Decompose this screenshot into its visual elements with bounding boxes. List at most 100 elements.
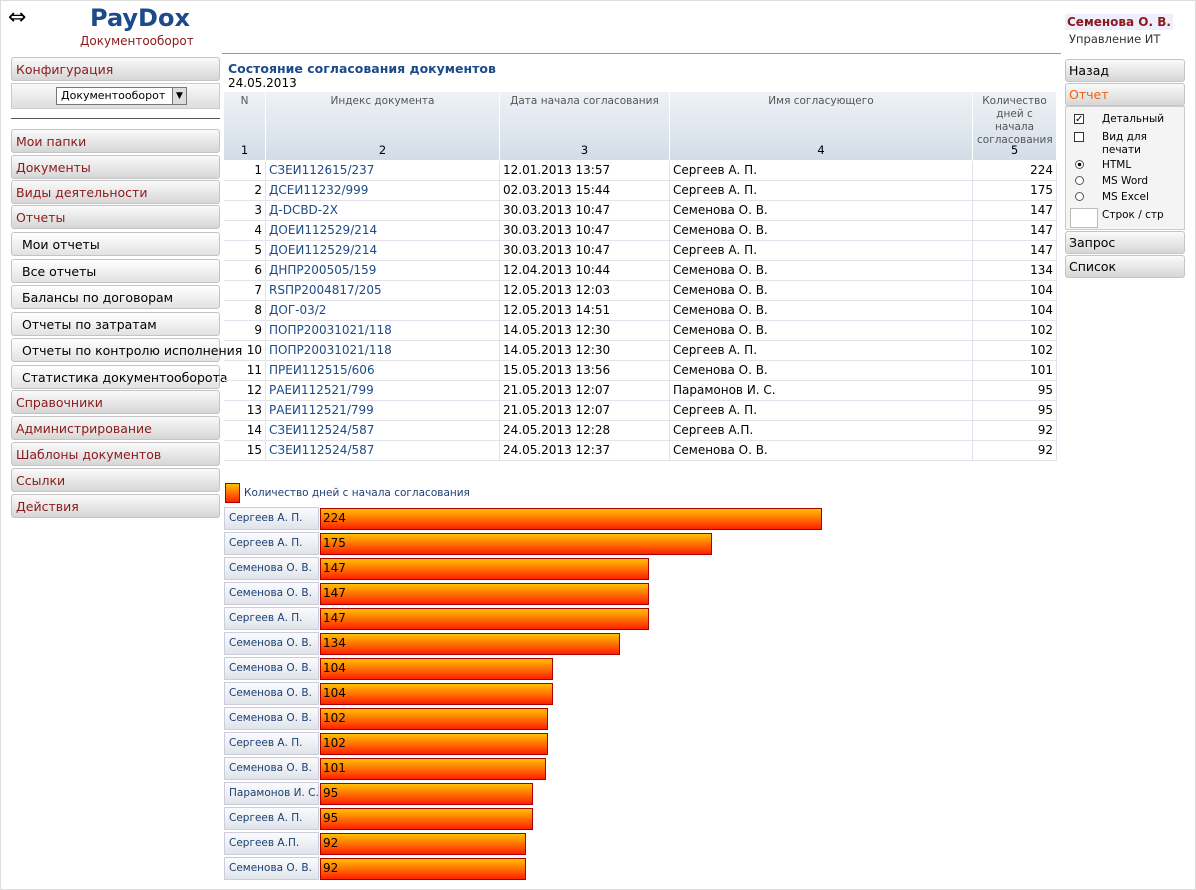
input[interactable]	[1070, 208, 1098, 228]
toggle-icon[interactable]: ⇔	[8, 5, 27, 30]
table-cell: 102	[973, 321, 1057, 341]
table-cell: Семенова О. В.	[670, 301, 973, 321]
right-button[interactable]: Назад	[1065, 59, 1185, 82]
menu-item[interactable]: Шаблоны документов	[11, 442, 220, 466]
table-cell: 104	[973, 281, 1057, 301]
right-button[interactable]: Отчет	[1065, 83, 1185, 106]
table-cell: Семенова О. В.	[670, 201, 973, 221]
user-name[interactable]: Семенова О. В.	[1065, 14, 1173, 30]
bar: 92	[320, 833, 527, 855]
table-cell: 30.03.2013 10:47	[500, 221, 670, 241]
menu-item[interactable]: Действия	[11, 494, 220, 518]
options-panel: ✓ Детальный Вид для печати HTML MS Word MS Ex…	[1065, 106, 1185, 230]
table-cell[interactable]: ПОПР20031021/118	[266, 321, 500, 341]
radio[interactable]	[1075, 160, 1084, 169]
menu-item[interactable]: Документы	[11, 155, 220, 179]
bar: 95	[320, 808, 533, 830]
bar: 134	[320, 633, 621, 655]
option-label: Вид для печати	[1102, 131, 1147, 156]
table-cell[interactable]: ДОЕИ112529/214	[266, 241, 500, 261]
table-cell[interactable]: СЗЕИ112615/237	[266, 161, 500, 181]
table-cell: 13	[224, 401, 266, 421]
table-cell: 24.05.2013 12:37	[500, 441, 670, 461]
bar-label: 102	[323, 711, 346, 725]
table-cell: 8	[224, 301, 266, 321]
table-cell[interactable]: СЗЕИ112524/587	[266, 421, 500, 441]
report-date: 24.05.2013	[228, 76, 297, 90]
bar-category: Сергеев А. П.	[224, 607, 319, 630]
menu-item[interactable]: Мои папки	[11, 129, 220, 153]
submenu-item[interactable]: Балансы по договорам	[11, 285, 220, 309]
menu-item[interactable]: Справочники	[11, 390, 220, 414]
table-cell[interactable]: ПРЕИ112515/606	[266, 361, 500, 381]
select-box: Документооборот ▼	[11, 83, 220, 109]
radio[interactable]	[1075, 176, 1084, 185]
right-button[interactable]: Список	[1065, 255, 1185, 278]
table-cell: 134	[973, 261, 1057, 281]
table-cell[interactable]: РАЕИ112521/799	[266, 401, 500, 421]
table-cell: 95	[973, 401, 1057, 421]
table-cell: 92	[973, 441, 1057, 461]
table-cell[interactable]: РАЕИ112521/799	[266, 381, 500, 401]
checkbox[interactable]	[1074, 132, 1084, 142]
table-cell: 101	[973, 361, 1057, 381]
table-cell[interactable]: ДНПР200505/159	[266, 261, 500, 281]
table-cell: Сергеев А. П.	[670, 161, 973, 181]
table-cell: 92	[973, 421, 1057, 441]
option-label: MS Excel	[1102, 191, 1149, 203]
bar-label: 147	[323, 611, 346, 625]
bar-category: Сергеев А. П.	[224, 807, 319, 830]
bar: 147	[320, 558, 650, 580]
table-cell: 14.05.2013 12:30	[500, 321, 670, 341]
table-cell: Семенова О. В.	[670, 281, 973, 301]
department: Управление ИТ	[1069, 32, 1161, 46]
submenu-item[interactable]: Отчеты по контролю исполнения	[11, 338, 242, 362]
column-header: Дата начала согласования 3	[500, 92, 670, 160]
menu-item[interactable]: Отчеты	[11, 205, 220, 229]
right-button[interactable]: Запрос	[1065, 231, 1185, 254]
select[interactable]: Документооборот	[56, 87, 174, 105]
bar-label: 104	[323, 686, 346, 700]
table-cell: 224	[973, 161, 1057, 181]
table-cell[interactable]: Д-DCBD-2X	[266, 201, 500, 221]
table-cell: 12.01.2013 13:57	[500, 161, 670, 181]
submenu-item[interactable]: Статистика документооборота	[11, 365, 228, 389]
radio[interactable]	[1075, 192, 1084, 201]
table-cell: 12.04.2013 10:44	[500, 261, 670, 281]
select-arrow[interactable]: ▼	[172, 87, 187, 105]
table-cell: 5	[224, 241, 266, 261]
submenu-item[interactable]: Все отчеты	[11, 259, 220, 283]
table-cell[interactable]: ДСЕИ11232/999	[266, 181, 500, 201]
table-cell: Семенова О. В.	[670, 321, 973, 341]
bar-category: Парамонов И. С.	[224, 782, 319, 805]
bar-category: Сергеев А. П.	[224, 532, 319, 555]
table-cell[interactable]: ПОПР20031021/118	[266, 341, 500, 361]
menu-item[interactable]: Ссылки	[11, 468, 220, 492]
table-cell: Сергеев А.П.	[670, 421, 973, 441]
menu-item[interactable]: Конфигурация	[11, 57, 220, 81]
bar-label: 147	[323, 586, 346, 600]
submenu-item[interactable]: Отчеты по затратам	[11, 312, 220, 336]
bar: 92	[320, 858, 527, 880]
table-cell[interactable]: ДОГ-03/2	[266, 301, 500, 321]
submenu-item[interactable]: Мои отчеты	[11, 232, 220, 256]
table-cell[interactable]: СЗЕИ112524/587	[266, 441, 500, 461]
bar: 147	[320, 583, 650, 605]
table-cell: Семенова О. В.	[670, 361, 973, 381]
table-cell: 10	[224, 341, 266, 361]
bar-category: Семенова О. В.	[224, 657, 319, 680]
option-label: Детальный	[1102, 113, 1165, 125]
table-cell: 1	[224, 161, 266, 181]
table-cell: 12.05.2013 12:03	[500, 281, 670, 301]
table-cell[interactable]: RSПР2004817/205	[266, 281, 500, 301]
table-cell: 104	[973, 301, 1057, 321]
checkbox[interactable]: ✓	[1074, 114, 1084, 125]
menu-item[interactable]: Администрирование	[11, 416, 220, 440]
bar-category: Сергеев А. П.	[224, 507, 319, 530]
table-cell[interactable]: ДОЕИ112529/214	[266, 221, 500, 241]
top-rule	[222, 53, 1061, 54]
table-cell: 102	[973, 341, 1057, 361]
bar-label: 95	[323, 811, 339, 825]
menu-item[interactable]: Виды деятельности	[11, 180, 220, 204]
table-cell: 3	[224, 201, 266, 221]
